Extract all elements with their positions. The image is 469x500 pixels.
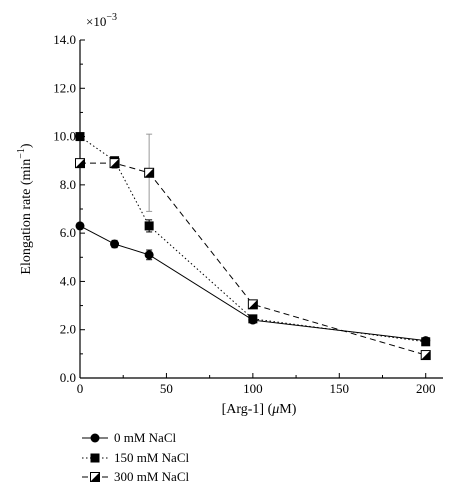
x-tick-label: 200 [416,381,436,396]
marker-fill [90,472,100,482]
marker-fill [75,158,85,168]
data-point [110,239,120,249]
x-axis-ticks: 0 50 100 150 200 [77,373,436,396]
plot-series [75,132,431,361]
x-tick-label: 0 [77,381,84,396]
data-point [247,299,258,310]
series-300-mm-nacl-line [80,162,426,356]
legend-item: 0 mM NaCl [82,430,177,445]
legend-label: 150 mM NaCl [114,450,190,465]
data-point [248,314,258,324]
series-300-mm-nacl [75,133,431,361]
data-point [109,158,120,169]
y-tick-label: 14.0 [53,32,76,47]
series-150-mm-nacl-line [79,136,426,343]
data-point [75,158,85,169]
y-tick-label: 0.0 [60,370,76,385]
data-point [144,167,155,178]
legend-item: 150 mM NaCl [82,450,190,465]
y-tick-label: 12.0 [53,80,76,95]
legend-item: 300 mM NaCl [82,469,190,484]
data-point [144,250,154,260]
x-tick-label: 150 [330,381,350,396]
y-axis-multiplier: ×10−3 [86,12,117,29]
y-tick-label: 4.0 [60,273,76,288]
legend-marker [90,433,100,443]
x-axis-label: [Arg-1] (μM) [222,402,297,417]
x-tick-label: 100 [243,381,263,396]
data-point [144,221,154,231]
y-axis-label: Elongation rate (min−1) [16,143,34,275]
marker-fill [248,299,258,309]
axes-frame [79,40,443,379]
series-0-mm-nacl [75,221,431,346]
y-tick-label: 10.0 [53,129,76,144]
y-tick-label: 6.0 [60,225,76,240]
data-point [421,337,431,347]
data-point [420,350,431,361]
y-tick-label: 8.0 [60,177,76,192]
legend-label: 0 mM NaCl [114,430,177,445]
legend-label: 300 mM NaCl [114,469,190,484]
series-150-mm-nacl [75,132,431,347]
marker-fill [144,168,154,178]
data-point [75,132,85,142]
y-axis-ticks: 0.0 2.0 4.0 6.0 8.0 10.0 12.0 14.0 [53,32,85,385]
y-tick-label: 2.0 [60,322,76,337]
x-tick-label: 50 [160,381,173,396]
legend: 0 mM NaCl 150 mM NaCl 300 mM NaCl [82,430,190,484]
legend-marker [90,472,100,482]
legend-marker [90,453,100,463]
marker-fill [110,158,120,168]
data-point [75,221,85,231]
marker-fill [421,350,431,360]
